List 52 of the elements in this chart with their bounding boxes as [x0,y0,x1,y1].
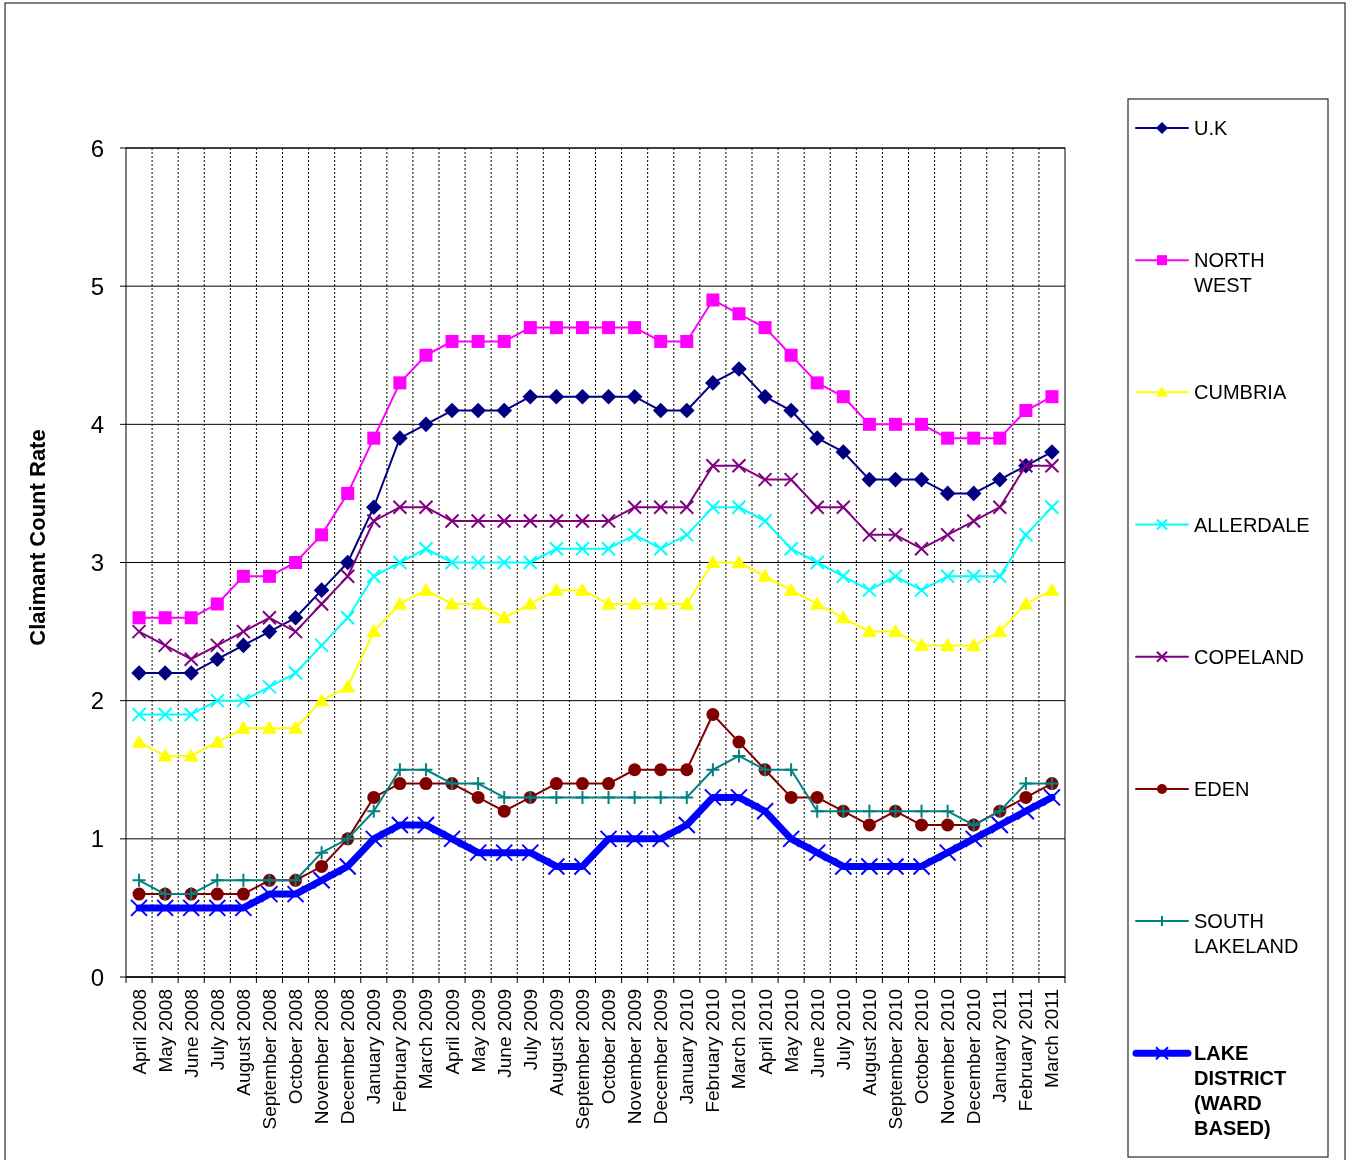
x-tick-label: October 2008 [285,989,307,1105]
x-tick-label: May 2008 [154,989,176,1073]
x-tick-label: March 2011 [1041,989,1063,1088]
legend-label: LAKE DISTRICT (WARD BASED) [1194,1042,1287,1140]
x-tick-label: February 2011 [1015,989,1037,1112]
x-tick-label: April 2009 [441,989,463,1075]
y-tick-label: 2 [90,687,104,715]
x-tick-label: November 2008 [311,989,333,1125]
x-tick-label: March 2010 [728,989,750,1090]
x-tick-label: January 2010 [676,989,698,1105]
x-tick-label: August 2009 [545,989,567,1096]
x-tick-label: September 2008 [258,989,280,1130]
x-tick-label: January 2011 [989,989,1011,1103]
x-tick-label: July 2009 [519,989,541,1071]
legend-label: EDEN [1194,777,1250,800]
legend-label: CUMBRIA [1194,381,1287,404]
x-tick-label: July 2010 [832,989,854,1071]
x-tick-label: September 2009 [571,989,593,1130]
legend-label: SOUTH LAKELAND [1194,910,1299,958]
x-tick-label: August 2010 [858,989,880,1096]
x-tick-label: February 2010 [702,989,724,1113]
y-tick-label: 5 [90,272,104,300]
y-tick-label: 0 [90,963,104,991]
x-tick-label: May 2010 [780,989,802,1073]
legend-label: COPELAND [1194,645,1305,668]
y-axis-title: Claimant Count Rate [24,429,50,646]
x-tick-label: October 2010 [911,989,933,1105]
x-tick-label: January 2009 [363,989,385,1105]
y-tick-label: 4 [90,410,104,438]
x-tick-label: May 2009 [467,989,489,1073]
x-tick-label: November 2010 [937,989,959,1125]
x-tick-label: July 2008 [206,989,228,1071]
y-tick-label: 3 [90,549,104,576]
legend-label: NORTH WEST [1194,249,1265,297]
y-tick-label: 1 [90,825,104,853]
legend-label: ALLERDALE [1194,513,1310,536]
x-tick-label: December 2008 [337,989,359,1125]
x-tick-label: April 2010 [754,989,776,1075]
x-tick-label: February 2009 [389,989,411,1113]
x-tick-label: November 2009 [624,989,646,1125]
x-tick-label: December 2010 [963,989,985,1125]
x-tick-label: October 2009 [598,989,620,1105]
x-tick-label: August 2008 [232,989,254,1096]
x-tick-label: September 2010 [884,989,906,1130]
y-tick-label: 6 [90,134,104,162]
x-tick-label: December 2009 [650,989,672,1125]
x-tick-label: April 2008 [128,989,150,1075]
x-tick-label: June 2008 [180,989,202,1078]
x-tick-label: June 2009 [493,989,515,1078]
legend-label: U.K [1194,117,1228,139]
x-tick-label: March 2009 [415,989,437,1090]
x-tick-label: June 2010 [806,989,828,1078]
